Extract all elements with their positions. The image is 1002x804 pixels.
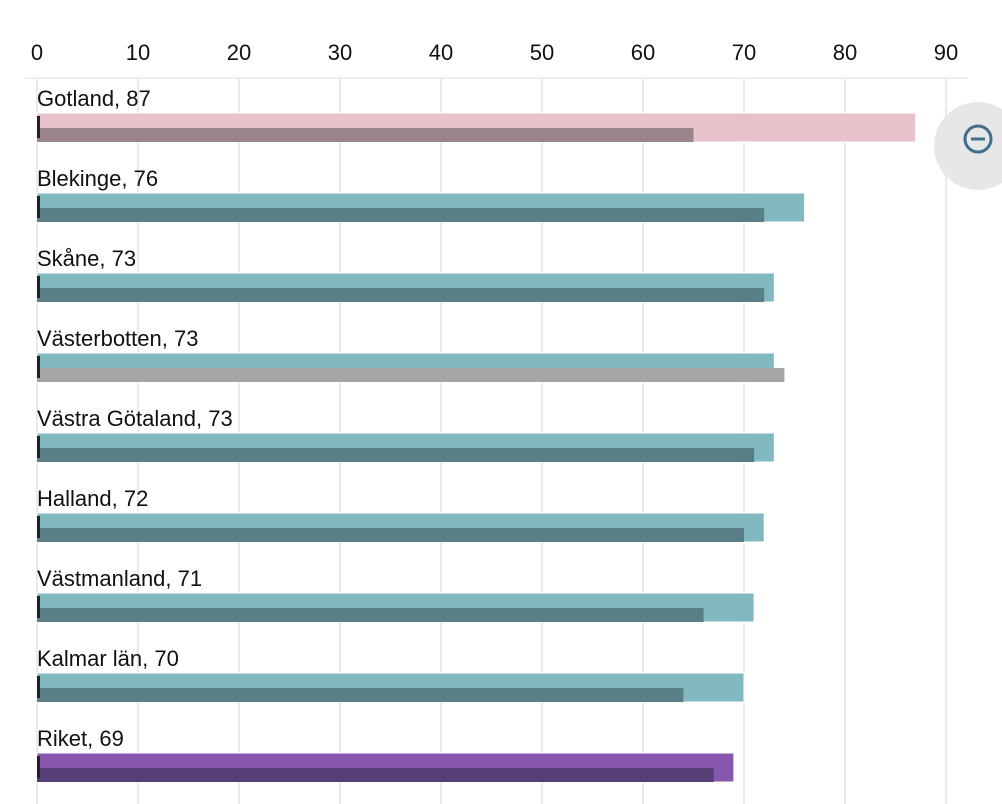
bar-start-marker bbox=[37, 356, 40, 378]
bar-group: Västra Götaland, 73 bbox=[36, 406, 775, 463]
bars: Gotland, 87 Blekinge, 76 Skåne, 73 Västerbo… bbox=[36, 86, 917, 783]
x-tick-label: 40 bbox=[429, 40, 453, 65]
x-tick-label: 60 bbox=[631, 40, 655, 65]
x-tick-label: 80 bbox=[833, 40, 857, 65]
bar-label: Kalmar län, 70 bbox=[37, 646, 179, 671]
bar-group: Gotland, 87 bbox=[36, 86, 917, 143]
bar-start-marker bbox=[37, 116, 40, 138]
bar-start-marker bbox=[37, 596, 40, 618]
bar-group: Västmanland, 71 bbox=[36, 566, 755, 623]
bar-inner bbox=[37, 688, 684, 702]
x-tick-label: 10 bbox=[126, 40, 150, 65]
bar-label: Västmanland, 71 bbox=[37, 566, 202, 591]
bar-label: Västra Götaland, 73 bbox=[37, 406, 233, 431]
x-tick-label: 20 bbox=[227, 40, 251, 65]
bar-inner bbox=[37, 128, 694, 142]
bar-label: Skåne, 73 bbox=[37, 246, 136, 271]
bar-start-marker bbox=[37, 676, 40, 698]
bar-group: Västerbotten, 73 bbox=[36, 326, 785, 383]
bar-group: Halland, 72 bbox=[36, 486, 765, 543]
bar-group: Blekinge, 76 bbox=[36, 166, 806, 223]
x-tick-label: 70 bbox=[732, 40, 756, 65]
bar-start-marker bbox=[37, 516, 40, 538]
zoom-out-button[interactable] bbox=[934, 102, 1002, 190]
bar-inner bbox=[37, 288, 765, 302]
bar-inner bbox=[37, 608, 704, 622]
bar-label: Västerbotten, 73 bbox=[37, 326, 198, 351]
bar-label: Blekinge, 76 bbox=[37, 166, 158, 191]
bar-inner bbox=[37, 208, 765, 222]
bar-inner bbox=[37, 448, 755, 462]
bar-inner bbox=[37, 528, 744, 542]
bar-label: Halland, 72 bbox=[37, 486, 148, 511]
bar-group: Skåne, 73 bbox=[36, 246, 775, 303]
bar-label: Riket, 69 bbox=[37, 726, 124, 751]
x-tick-label: 90 bbox=[934, 40, 958, 65]
bar-start-marker bbox=[37, 196, 40, 218]
bar-inner bbox=[37, 768, 714, 782]
x-tick-label: 50 bbox=[530, 40, 554, 65]
x-tick-label: 0 bbox=[31, 40, 43, 65]
bar-start-marker bbox=[37, 436, 40, 458]
x-tick-label: 30 bbox=[328, 40, 352, 65]
zoom-out-icon bbox=[963, 124, 993, 154]
bar-inner bbox=[37, 368, 785, 382]
x-axis-ticks: 0 10 20 30 40 50 60 70 80 90 bbox=[31, 40, 958, 65]
bar-start-marker bbox=[37, 276, 40, 298]
bar-group: Riket, 69 bbox=[36, 726, 735, 783]
bar-label: Gotland, 87 bbox=[37, 86, 151, 111]
bar-group: Kalmar län, 70 bbox=[36, 646, 745, 703]
bar-start-marker bbox=[37, 756, 40, 778]
